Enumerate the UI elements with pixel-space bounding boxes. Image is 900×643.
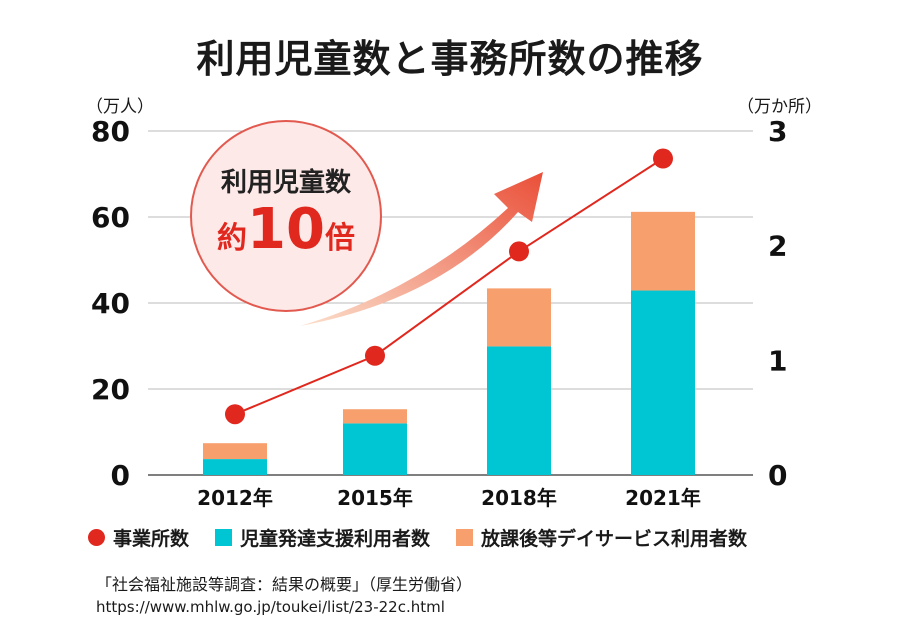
bubble-number: 10: [247, 197, 325, 262]
legend-item-offices: 事業所数: [88, 524, 189, 551]
source-citation: 「社会福祉施設等調査：結果の概要」（厚生労働省）: [96, 575, 473, 594]
legend-label-offices: 事業所数: [113, 528, 190, 550]
bar-after-school: [343, 409, 407, 424]
bar-dev-support: [343, 423, 407, 475]
bubble-suffix: 倍: [324, 221, 355, 256]
legend-swatch-icon: [215, 529, 233, 546]
bubble-prefix: 約: [217, 221, 248, 256]
bubble-ratio: 約10倍: [192, 200, 380, 260]
legend-item-dev-support: 児童発達支援利用者数: [215, 524, 430, 551]
x-tick-label: 2015年: [337, 486, 413, 510]
legend-item-after-school: 放課後等デイサービス利用者数: [456, 524, 747, 551]
left-tick-label: 20: [91, 373, 130, 406]
bar-dev-support: [487, 346, 551, 475]
bar-after-school: [487, 288, 551, 347]
right-tick-label: 1: [768, 344, 787, 377]
offices-point: [653, 148, 673, 169]
x-tick-label: 2021年: [625, 486, 701, 510]
right-axis-unit: （万か所）: [737, 97, 822, 117]
legend-label-after-school: 放課後等デイサービス利用者数: [481, 528, 748, 550]
offices-line: [234, 157, 664, 416]
bar-after-school: [631, 211, 695, 291]
left-tick-label: 0: [111, 459, 130, 492]
right-tick-label: 0: [768, 459, 787, 492]
legend-dot-icon: [88, 529, 105, 546]
offices-point: [509, 241, 529, 262]
trend-arrow-icon: [300, 172, 543, 326]
source-url[interactable]: https://www.mhlw.go.jp/toukei/list/23-22…: [96, 598, 445, 616]
legend-label-dev-support: 児童発達支援利用者数: [240, 528, 431, 550]
x-tick-label: 2012年: [197, 486, 273, 510]
offices-point: [365, 345, 385, 366]
legend: 事業所数 児童発達支援利用者数 放課後等デイサービス利用者数: [88, 524, 773, 551]
x-tick-label: 2018年: [481, 486, 557, 510]
bar-after-school: [203, 443, 267, 460]
left-tick-label: 40: [91, 287, 130, 320]
chart-title: 利用児童数と事務所数の推移: [196, 37, 704, 81]
right-tick-label: 3: [768, 115, 787, 148]
bar-dev-support: [203, 459, 267, 475]
right-tick-label: 2: [768, 230, 787, 263]
legend-swatch-icon: [456, 529, 474, 546]
offices-point: [225, 404, 245, 425]
bar-dev-support: [631, 290, 695, 475]
bubble-label: 利用児童数: [220, 168, 351, 198]
left-tick-label: 80: [91, 115, 130, 148]
ratio-bubble: 利用児童数 約10倍: [190, 120, 382, 312]
left-axis-unit: （万人）: [86, 97, 154, 117]
left-tick-label: 60: [91, 201, 130, 234]
